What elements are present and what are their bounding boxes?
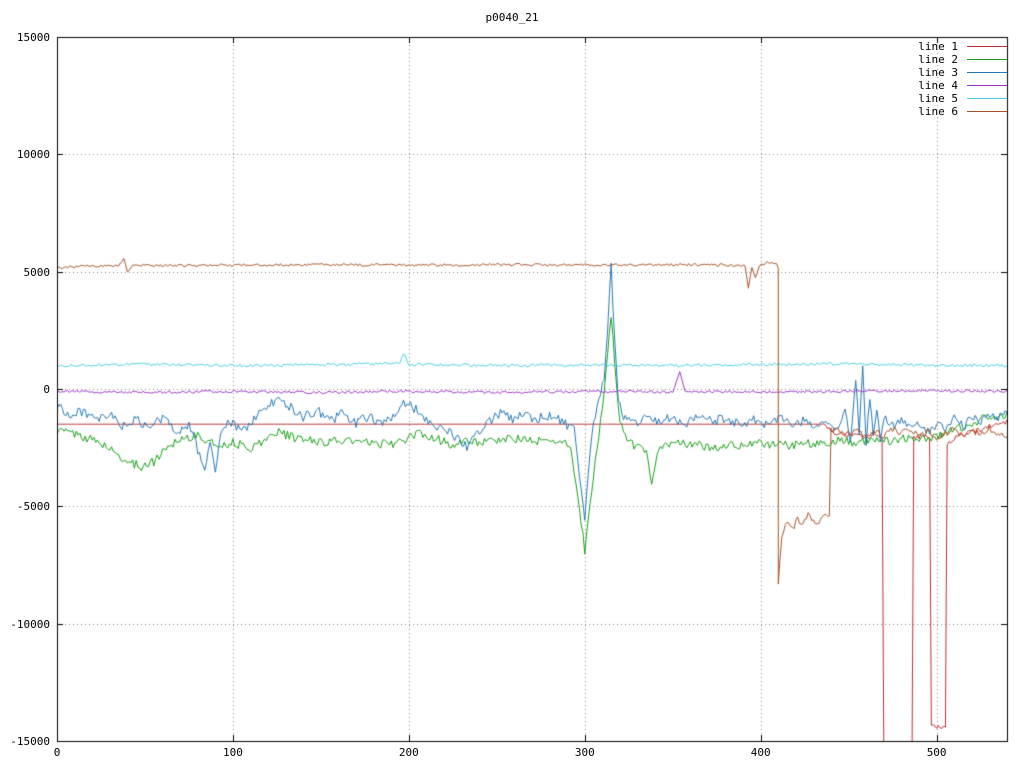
legend-item: line 1 xyxy=(918,40,1007,53)
y-tick-label: -5000 xyxy=(16,500,50,514)
legend-line-sample xyxy=(967,46,1007,47)
legend: line 1 line 2 line 3 line 4 line 5 line 6 xyxy=(918,40,1007,118)
x-tick-label: 100 xyxy=(222,746,243,759)
x-tick-label: 300 xyxy=(574,746,595,759)
legend-line-sample xyxy=(967,72,1007,73)
legend-line-sample xyxy=(967,59,1007,60)
legend-item: line 5 xyxy=(918,92,1007,105)
chart-title: p0040_21 xyxy=(485,11,539,24)
legend-label: line 1 xyxy=(918,40,958,53)
legend-item: line 2 xyxy=(918,53,1007,66)
y-tick-label: 5000 xyxy=(23,265,51,279)
legend-item: line 6 xyxy=(918,105,1007,118)
legend-label: line 6 xyxy=(918,105,958,118)
legend-label: line 3 xyxy=(918,66,958,79)
x-tick-label: 500 xyxy=(926,746,947,759)
legend-label: line 2 xyxy=(918,53,958,66)
legend-label: line 4 xyxy=(918,79,958,92)
legend-line-sample xyxy=(967,111,1007,112)
x-tick-label: 400 xyxy=(750,746,771,759)
y-tick-label: 15000 xyxy=(16,31,50,44)
y-tick-label: 10000 xyxy=(16,148,50,162)
x-tick-label: 200 xyxy=(398,746,419,759)
legend-line-sample xyxy=(967,85,1007,86)
y-tick-label: 0 xyxy=(43,383,50,396)
legend-line-sample xyxy=(967,98,1007,99)
y-tick-label: -15000 xyxy=(10,735,50,748)
legend-item: line 4 xyxy=(918,79,1007,92)
legend-item: line 3 xyxy=(918,66,1007,79)
y-tick-label: -10000 xyxy=(10,617,50,631)
x-tick-label: 0 xyxy=(53,746,61,759)
legend-label: line 5 xyxy=(918,92,958,105)
